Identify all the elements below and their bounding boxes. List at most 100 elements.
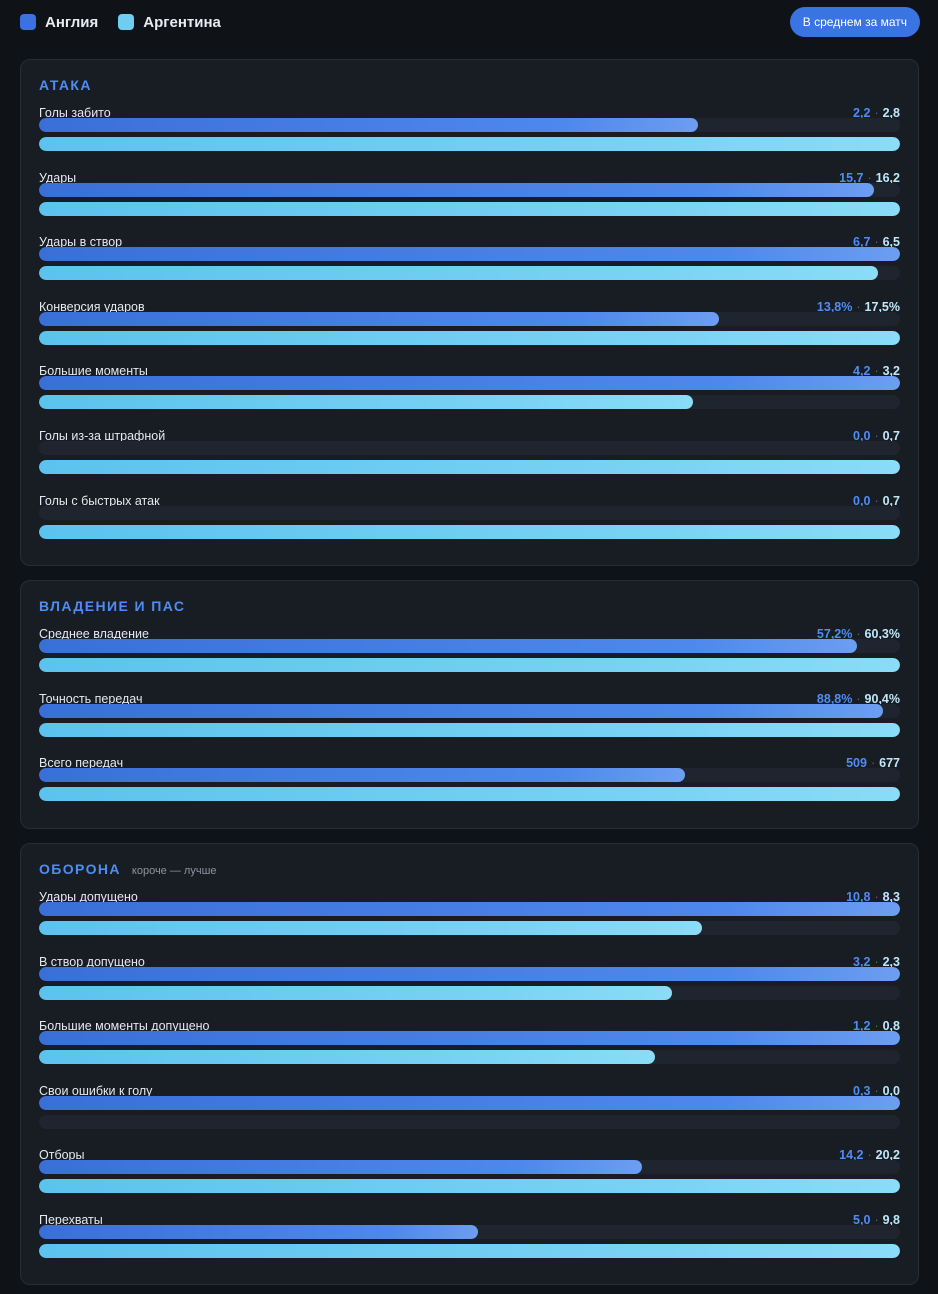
argentina-bar-track bbox=[39, 330, 900, 345]
argentina-bar-fill bbox=[39, 1244, 900, 1258]
value-separator: · bbox=[874, 1213, 879, 1227]
argentina-bar-fill bbox=[39, 985, 672, 1000]
stat-values: 5,0 · 9,8 bbox=[853, 1213, 900, 1227]
england-bar-track bbox=[39, 118, 900, 132]
stat-values: 6,7 · 6,5 bbox=[853, 235, 900, 249]
england-bar-fill bbox=[39, 703, 883, 718]
argentina-bar-fill bbox=[39, 1179, 900, 1194]
argentina-value: 6,5 bbox=[882, 235, 900, 250]
stat-label: Свои ошибки к голу bbox=[39, 1083, 153, 1098]
stat-row: Точность передач 88,8% · 90,4% bbox=[39, 692, 900, 750]
stat-row: В створ допущено 3,2 · 2,3 bbox=[39, 955, 900, 1013]
england-bar-track bbox=[39, 182, 900, 197]
stat-row: Голы забито 2,2 · 2,8 bbox=[39, 106, 900, 164]
stat-label: Голы из-за штрафной bbox=[39, 429, 166, 443]
stat-values: 14,2 · 20,2 bbox=[839, 1148, 900, 1162]
england-bar-fill bbox=[39, 902, 900, 916]
england-bar-track bbox=[39, 441, 900, 455]
stat-label: Среднее владение bbox=[39, 627, 149, 641]
england-bar-fill bbox=[39, 1225, 479, 1239]
stat-values: 3,2 · 2,3 bbox=[853, 955, 900, 969]
stat-label: Голы с быстрых атак bbox=[39, 493, 160, 508]
argentina-value: 2,3 bbox=[882, 954, 900, 969]
value-separator: · bbox=[867, 1148, 872, 1163]
stat-row: Удары в створ 6,7 · 6,5 bbox=[39, 235, 900, 293]
stat-values: 13,8% · 17,5% bbox=[817, 300, 900, 314]
england-bar-track bbox=[39, 505, 900, 520]
england-value: 88,8% bbox=[816, 691, 853, 706]
argentina-bar-fill bbox=[39, 460, 900, 474]
value-separator: · bbox=[856, 627, 861, 641]
england-bar-track bbox=[39, 1160, 900, 1175]
value-separator: · bbox=[874, 1019, 879, 1034]
england-value: 1,2 bbox=[853, 1019, 871, 1034]
argentina-color-swatch bbox=[118, 14, 135, 30]
stat-row: Большие моменты допущено 1,2 · 0,8 bbox=[39, 1019, 900, 1077]
argentina-bar-fill bbox=[39, 395, 694, 410]
stat-row: Отборы 14,2 · 20,2 bbox=[39, 1148, 900, 1206]
england-value: 57,2% bbox=[816, 627, 853, 641]
stat-label: Отборы bbox=[39, 1148, 85, 1163]
argentina-bar-fill bbox=[39, 722, 900, 737]
stat-row: Голы из-за штрафной 0,0 · 0,7 bbox=[39, 429, 900, 487]
value-separator: · bbox=[856, 691, 861, 706]
stat-row: Конверсия ударов 13,8% · 17,5% bbox=[39, 300, 900, 358]
value-separator: · bbox=[874, 364, 879, 379]
argentina-bar-fill bbox=[39, 1050, 655, 1065]
argentina-bar-track bbox=[39, 395, 900, 410]
england-bar-fill bbox=[39, 768, 685, 782]
stat-label: Перехваты bbox=[39, 1213, 103, 1227]
argentina-bar-track bbox=[39, 1114, 900, 1129]
england-bar-track bbox=[39, 1095, 900, 1110]
england-value: 3,2 bbox=[853, 954, 871, 969]
stat-values: 1,2 · 0,8 bbox=[853, 1019, 900, 1033]
england-bar-track bbox=[39, 376, 900, 391]
stat-label: В створ допущено bbox=[39, 954, 145, 969]
england-value: 5,0 bbox=[853, 1213, 871, 1227]
stat-values: 2,2 · 2,8 bbox=[853, 106, 900, 120]
argentina-bar-track bbox=[39, 658, 900, 672]
england-value: 0,0 bbox=[853, 429, 871, 443]
section-card-possession-passing: ВЛАДЕНИЕ И ПАС Среднее владение 57,2% · 60,3… bbox=[20, 580, 919, 829]
stat-label: Большие моменты допущено bbox=[39, 1019, 210, 1034]
argentina-value: 8,3 bbox=[882, 890, 900, 904]
argentina-bar-track bbox=[39, 266, 900, 281]
argentina-bar-fill bbox=[39, 137, 900, 151]
stat-label: Голы забито bbox=[39, 106, 111, 120]
england-bar-track bbox=[39, 247, 900, 262]
stat-values: 57,2% · 60,3% bbox=[817, 627, 900, 641]
value-separator: · bbox=[874, 235, 879, 250]
stat-row: Перехваты 5,0 · 9,8 bbox=[39, 1213, 900, 1271]
stat-row: Удары 15,7 · 16,2 bbox=[39, 171, 900, 229]
section-title: ОБОРОНА bbox=[39, 861, 121, 877]
per-match-average-button[interactable]: В среднем за матч bbox=[789, 7, 920, 37]
england-bar-fill bbox=[39, 966, 900, 981]
england-value: 2,2 bbox=[853, 106, 871, 120]
legend-label-argentina: Аргентина bbox=[143, 13, 221, 31]
argentina-value: 17,5% bbox=[864, 299, 900, 314]
stat-label: Всего передач bbox=[39, 756, 124, 770]
england-bar-fill bbox=[39, 1095, 900, 1110]
argentina-value: 90,4% bbox=[864, 691, 900, 706]
england-value: 10,8 bbox=[846, 890, 871, 904]
argentina-bar-track bbox=[39, 985, 900, 1000]
argentina-bar-track bbox=[39, 722, 900, 737]
england-bar-fill bbox=[39, 182, 875, 197]
argentina-bar-track bbox=[39, 201, 900, 216]
section-card-attack: АТАКА Голы забито 2,2 · 2,8 Удары 15,7 · 16,2 Уда… bbox=[20, 59, 919, 566]
england-bar-fill bbox=[39, 639, 857, 653]
stat-values: 10,8 · 8,3 bbox=[846, 890, 900, 904]
section-title: АТАКА bbox=[39, 77, 92, 93]
argentina-bar-track bbox=[39, 1179, 900, 1194]
stat-row: Среднее владение 57,2% · 60,3% bbox=[39, 627, 900, 685]
england-value: 14,2 bbox=[839, 1148, 864, 1163]
england-bar-track bbox=[39, 768, 900, 782]
section-title: ВЛАДЕНИЕ И ПАС bbox=[39, 598, 186, 614]
section-header: ВЛАДЕНИЕ И ПАС bbox=[39, 598, 185, 614]
argentina-value: 0,0 bbox=[882, 1083, 900, 1098]
england-value: 13,8% bbox=[816, 299, 853, 314]
stat-label: Удары в створ bbox=[39, 235, 123, 250]
value-separator: · bbox=[870, 756, 876, 770]
england-bar-track bbox=[39, 966, 900, 981]
legend-item-england: Англия bbox=[20, 14, 98, 31]
